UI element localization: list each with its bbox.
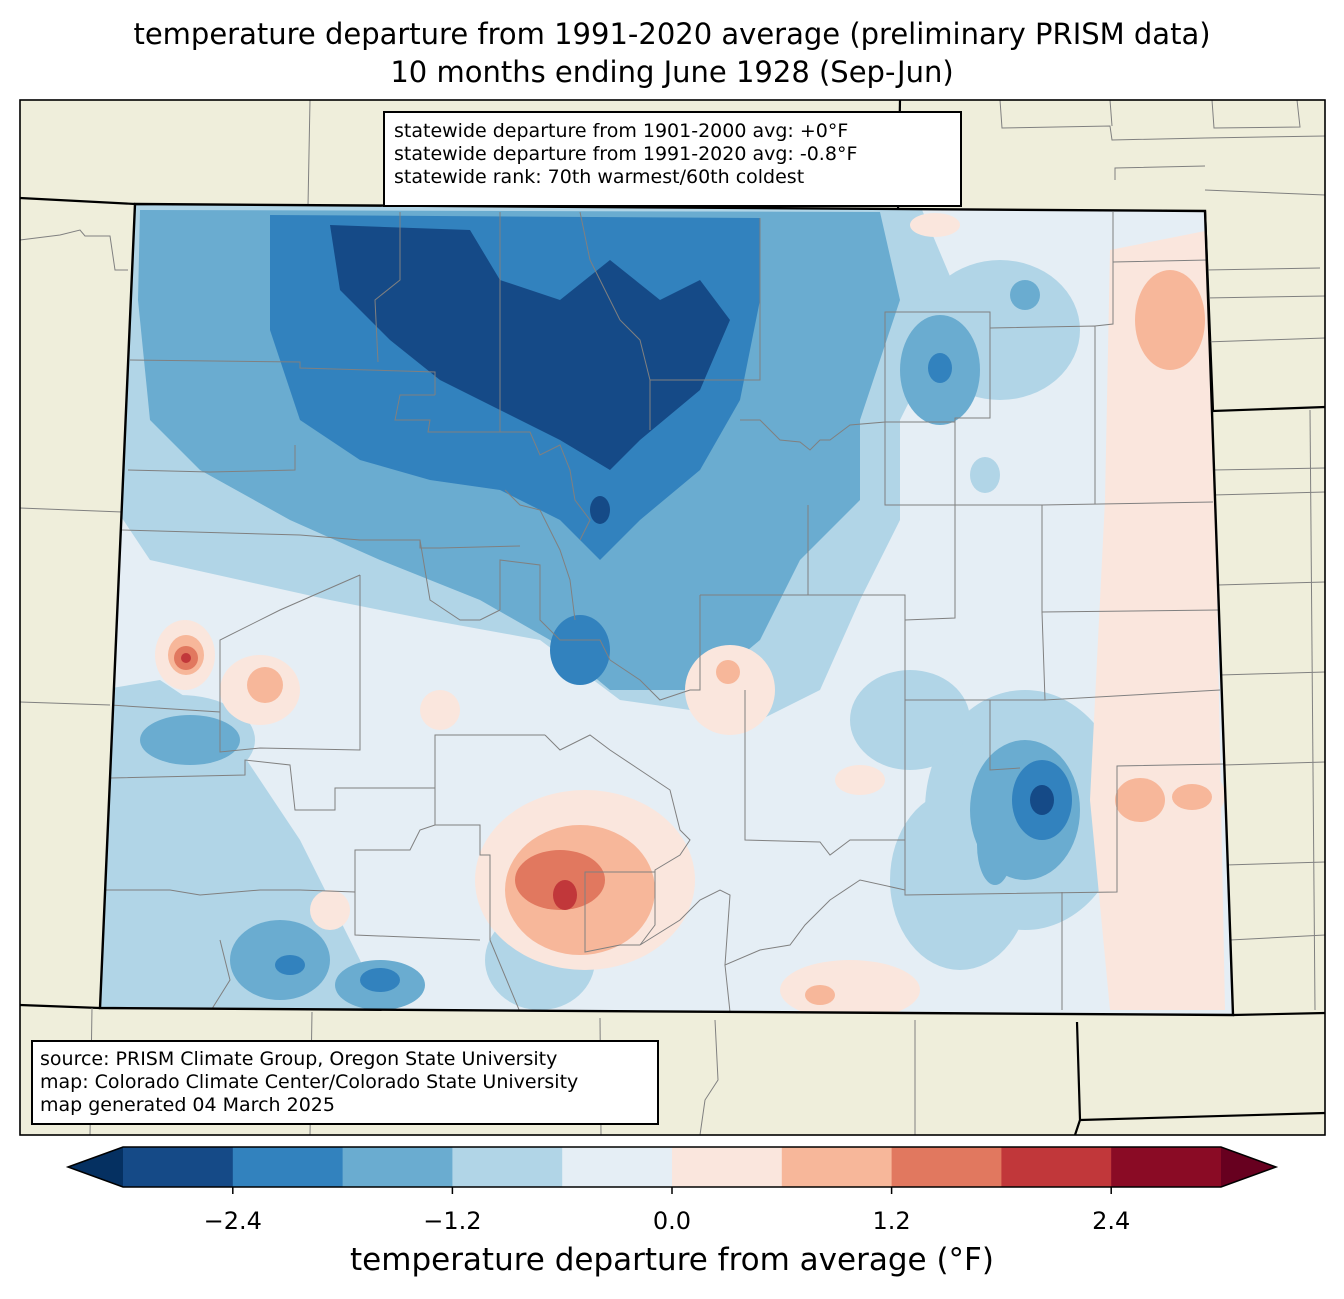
colorbar-over-arrow [1221,1147,1276,1187]
credits-map: map: Colorado Climate Center/Colorado St… [40,1071,579,1093]
colorado-state-border [98,202,1235,1017]
colorbar-outline [65,1146,1279,1188]
stats-departure-1901-2000: statewide departure from 1901-2000 avg: … [394,120,849,142]
colorbar-segment [1111,1147,1222,1187]
temperature-departure-field [100,204,1233,1015]
stats-departure-1991-2020: statewide departure from 1991-2020 avg: … [394,143,858,165]
colorbar-segment [562,1147,673,1187]
colorbar-segment [342,1147,453,1187]
map-title-line2: 10 months ending June 1928 (Sep-Jun) [390,55,954,89]
colorbar-segment [232,1147,344,1187]
colorbar-segment [123,1147,234,1187]
statewide-stats-box: statewide departure from 1901-2000 avg: … [383,111,962,207]
colorbar-under-arrow [68,1147,123,1187]
colorbar-tick-label: 0.0 [652,1207,692,1235]
contour-level-minus-2.4 [330,225,1054,815]
credits-generated: map generated 04 March 2025 [40,1094,335,1116]
stats-rank: statewide rank: 70th warmest/60th coldes… [394,166,805,188]
colorbar-segment [781,1147,893,1187]
credits-source: source: PRISM Climate Group, Oregon Stat… [40,1048,558,1070]
colorado-county-lines [100,211,1225,1013]
colorbar-segment [1001,1147,1112,1187]
credits-box: source: PRISM Climate Group, Oregon Stat… [31,1040,659,1125]
colorbar-segment [452,1147,563,1187]
colorbar-tick-label: −2.4 [203,1207,262,1235]
colorbar-tick-label: 2.4 [1092,1207,1131,1235]
colorbar-tick-label: 1.2 [872,1207,911,1235]
colorbar-segment [891,1147,1002,1187]
colorbar-tick-label: −1.2 [423,1207,482,1235]
map-frame [19,99,1326,1136]
colorbar-label: temperature departure from average (°F) [350,1242,994,1278]
contour-level-plus-1.8 [181,653,577,910]
colorbar [65,1146,1279,1194]
map-title-line1: temperature departure from 1991-2020 ave… [133,17,1211,51]
colorbar-segment [672,1147,783,1187]
